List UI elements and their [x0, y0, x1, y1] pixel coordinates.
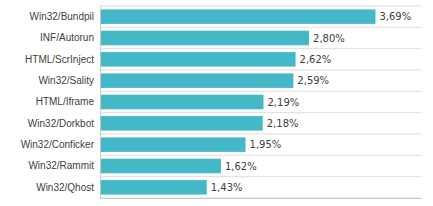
- separator: [100, 48, 421, 49]
- separator: [100, 91, 421, 92]
- bar: [100, 95, 263, 110]
- data-label: 2,80%: [313, 33, 345, 44]
- separator: [100, 134, 421, 135]
- data-labels: 3,69% 2,80% 2,62% 2,59% 2,19% 2,18% 1,95% 1,62%…: [211, 11, 411, 193]
- bar: [100, 180, 207, 195]
- y-axis: Win32/Bundpil INF/Autorun HTML/ScrInject Wi…: [21, 7, 101, 199]
- y-tick-label: HTML/Iframe: [36, 96, 95, 107]
- data-label: 2,62%: [300, 54, 332, 65]
- y-tick-label: Win32/Bundpil: [30, 11, 94, 22]
- separator: [100, 176, 421, 177]
- x-axis-line: [101, 198, 422, 199]
- y-tick-label: Win32/Sality: [38, 75, 94, 86]
- y-axis-line: [100, 7, 101, 199]
- bar: [100, 137, 246, 152]
- y-tick: Win32/Conficker: [21, 139, 100, 150]
- separator: [100, 198, 421, 199]
- data-label: 1,62%: [225, 161, 257, 172]
- separator: [100, 70, 421, 71]
- y-tick-label: INF/Autorun: [40, 32, 94, 43]
- bars: [100, 9, 375, 194]
- separator: [100, 112, 421, 113]
- y-tick: HTML/Iframe: [36, 96, 100, 107]
- separator: [100, 27, 421, 28]
- data-label: 1,95%: [250, 139, 282, 150]
- bar: [100, 31, 309, 46]
- y-tick-label: Win32/Qhost: [36, 182, 94, 193]
- y-tick: Win32/Rammit: [28, 160, 100, 171]
- bar: [100, 52, 296, 67]
- bar: [100, 159, 221, 174]
- y-tick: Win32/Bundpil: [30, 11, 100, 22]
- y-tick-label: Win32/Conficker: [21, 139, 95, 150]
- y-tick: HTML/ScrInject: [25, 54, 100, 65]
- bar: [100, 9, 375, 24]
- bar: [100, 73, 293, 88]
- data-label: 3,69%: [379, 11, 411, 22]
- data-label: 2,19%: [267, 97, 299, 108]
- data-label: 1,43%: [211, 182, 243, 193]
- y-tick-label: HTML/ScrInject: [25, 54, 94, 65]
- separators: [100, 6, 421, 198]
- data-label: 2,59%: [297, 75, 329, 86]
- y-tick: Win32/Qhost: [36, 182, 100, 193]
- y-tick: Win32/Dorkbot: [28, 118, 100, 129]
- separator: [100, 155, 421, 156]
- plot: 3,69% 2,80% 2,62% 2,59% 2,19% 2,18% 1,95% 1,62%…: [21, 6, 422, 199]
- chart: 3,69% 2,80% 2,62% 2,59% 2,19% 2,18% 1,95% 1,62%…: [0, 0, 433, 206]
- y-tick-label: Win32/Rammit: [28, 160, 94, 171]
- bar: [100, 116, 263, 131]
- y-tick-label: Win32/Dorkbot: [28, 118, 94, 129]
- y-tick: Win32/Sality: [38, 75, 100, 86]
- separator: [100, 6, 421, 7]
- y-tick: INF/Autorun: [40, 32, 100, 43]
- data-label: 2,18%: [267, 118, 299, 129]
- x-axis: [101, 198, 422, 199]
